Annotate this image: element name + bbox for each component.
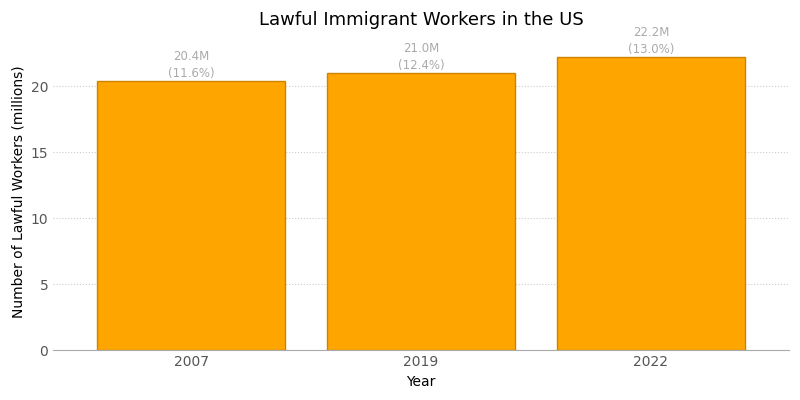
Bar (326, 73, 515, 350)
Text: 21.0M
(12.4%): 21.0M (12.4%) (398, 42, 444, 72)
Text: 22.2M
(13.0%): 22.2M (13.0%) (628, 26, 674, 56)
Bar (557, 57, 746, 350)
Text: 20.4M
(11.6%): 20.4M (11.6%) (168, 50, 214, 80)
Bar (97, 81, 286, 350)
Y-axis label: Number of Lawful Workers (millions): Number of Lawful Workers (millions) (11, 66, 25, 318)
X-axis label: Year: Year (406, 375, 436, 389)
Title: Lawful Immigrant Workers in the US: Lawful Immigrant Workers in the US (258, 11, 583, 29)
